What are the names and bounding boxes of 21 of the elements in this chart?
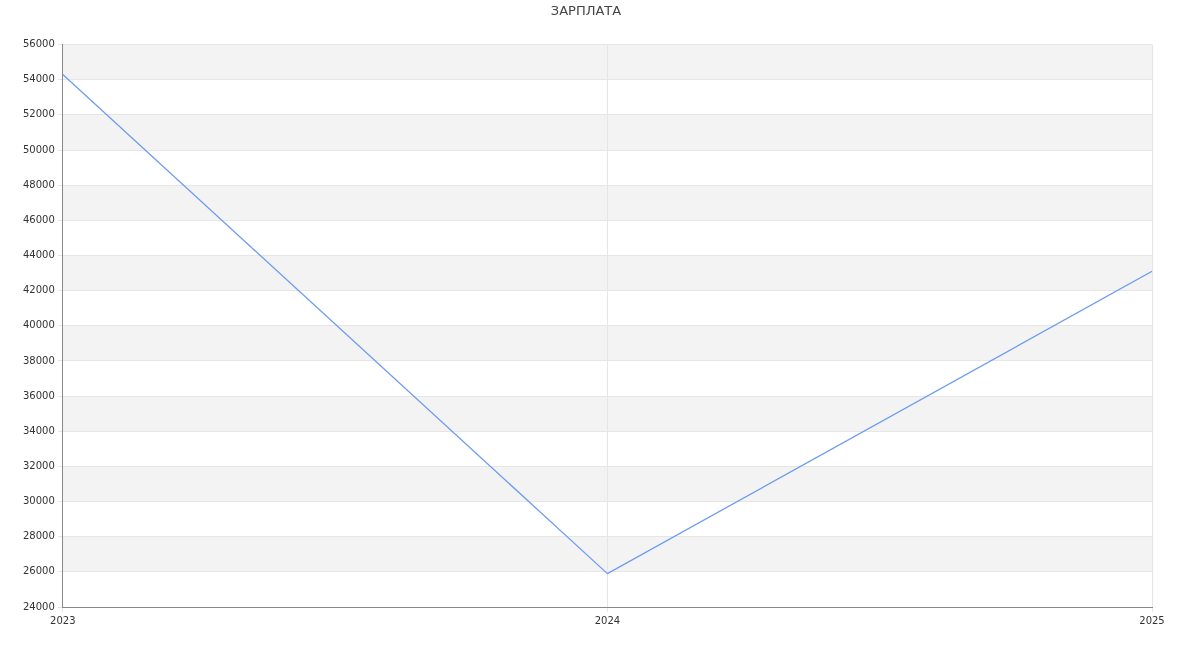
x-tick-label: 2024 [594, 614, 621, 626]
y-tick-label: 54000 [23, 73, 55, 85]
y-tick-label: 56000 [23, 38, 55, 50]
y-tick-label: 36000 [23, 389, 55, 401]
y-tick-label: 32000 [23, 459, 55, 471]
y-tick-label: 46000 [23, 213, 55, 225]
y-tick-label: 30000 [23, 495, 55, 507]
x-tick-label: 2023 [50, 614, 76, 626]
y-tick-label: 28000 [23, 530, 55, 542]
y-tick-label: 26000 [23, 565, 55, 577]
y-tick-label: 42000 [23, 284, 55, 296]
y-tick-label: 34000 [23, 424, 55, 436]
y-tick-label: 38000 [23, 354, 55, 366]
chart-title: ЗАРПЛАТА [550, 3, 622, 19]
y-tick-label: 50000 [23, 143, 55, 155]
y-tick-label: 24000 [23, 600, 55, 612]
y-tick-label: 40000 [23, 319, 55, 331]
y-tick-label: 44000 [23, 249, 55, 261]
y-tick-label: 48000 [23, 178, 55, 190]
x-tick-label: 2025 [1139, 614, 1165, 626]
y-tick-label: 52000 [23, 108, 55, 120]
